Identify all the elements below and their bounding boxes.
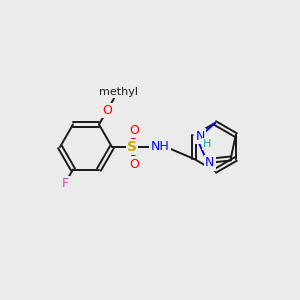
Text: NH: NH [151,140,169,154]
Text: S: S [127,140,137,154]
Text: methyl: methyl [98,87,137,97]
Text: O: O [102,104,112,117]
Text: F: F [61,177,69,190]
Text: O: O [129,158,139,170]
Text: N: N [196,130,205,142]
Text: O: O [129,124,139,136]
Text: N: N [205,157,214,169]
Text: H: H [203,139,212,149]
